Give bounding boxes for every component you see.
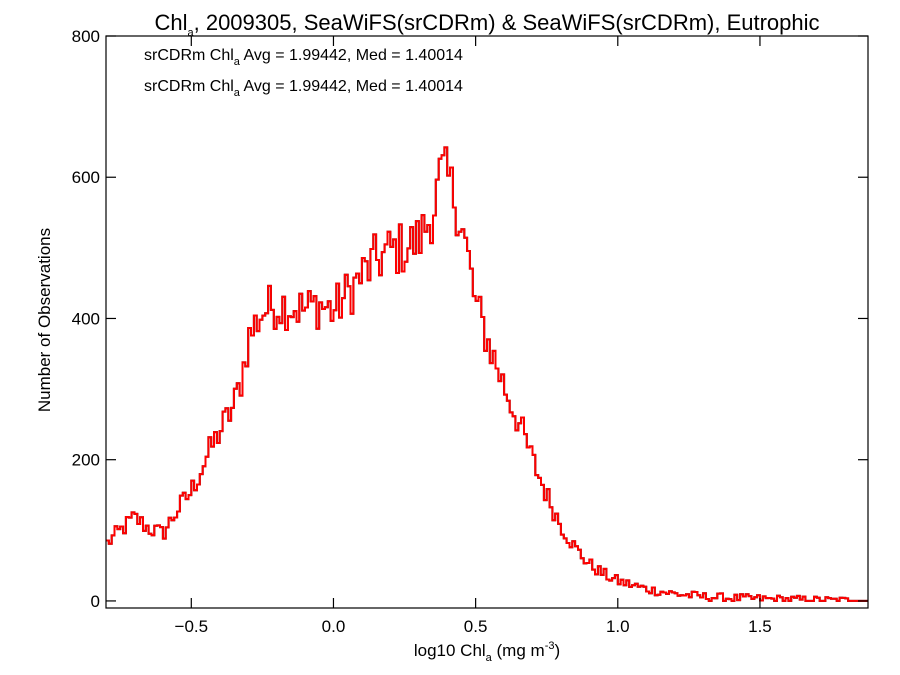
y-tick-label: 0 (91, 592, 100, 611)
x-axis-label: log10 Chla (mg m-3) (414, 640, 560, 664)
x-tick-label: 0.5 (464, 617, 488, 636)
x-tick-label: −0.5 (175, 617, 209, 636)
series-layer (106, 146, 868, 602)
annotation-black: srCDRm Chla Avg = 1.99442, Med = 1.40014 (144, 47, 463, 68)
x-tick-label: 0.0 (322, 617, 346, 636)
annotation-red: srCDRm Chla Avg = 1.99442, Med = 1.40014 (144, 78, 463, 99)
histogram-series-1 (106, 146, 868, 602)
plot-frame (105, 35, 869, 609)
tick-layer: −0.5 0.0 0.5 1.0 1.5 0 200 400 600 800 (72, 27, 868, 636)
histogram-series-0 (106, 146, 868, 602)
y-tick-label: 800 (72, 27, 100, 46)
y-axis-label: Number of Observations (35, 228, 54, 412)
chart-title: Chla, 2009305, SeaWiFS(srCDRm) & SeaWiFS… (154, 10, 819, 39)
y-tick-label: 200 (72, 451, 100, 470)
y-tick-label: 400 (72, 309, 100, 328)
y-tick-label: 600 (72, 168, 100, 187)
x-tick-label: 1.5 (748, 617, 772, 636)
x-tick-label: 1.0 (606, 617, 630, 636)
